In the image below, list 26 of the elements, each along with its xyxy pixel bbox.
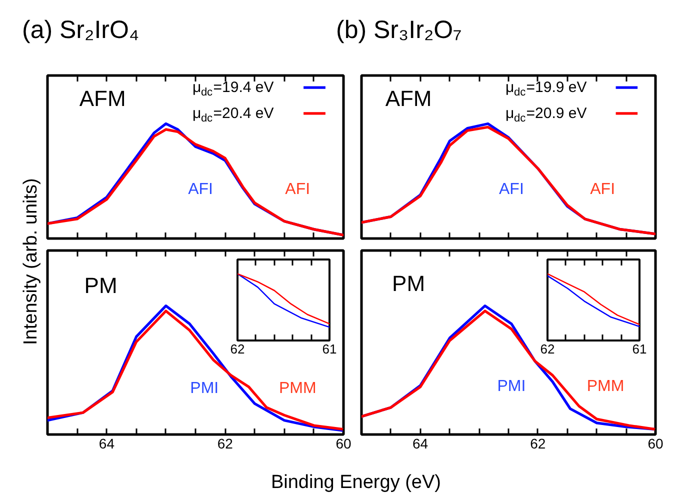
- x-tick-label: 64: [98, 436, 115, 452]
- annotation: AFI: [285, 181, 310, 198]
- x-tick-label: 60: [648, 436, 664, 452]
- x-tick-label: 62: [230, 342, 245, 356]
- chart-title: (a) Sr₂IrO₄: [22, 15, 140, 46]
- x-axis-title: Binding Energy (eV): [270, 471, 442, 495]
- annotation: PMM: [278, 380, 316, 397]
- annotation: PMM: [586, 378, 624, 396]
- annotation: AFI: [498, 181, 524, 198]
- x-tick-label: 60: [336, 436, 352, 452]
- x-tick-label: 62: [530, 436, 546, 452]
- text: AFM: [79, 86, 126, 111]
- x-tick-label: 62: [540, 342, 555, 356]
- annotation: PMI: [497, 378, 526, 396]
- x-tick-label: 62: [217, 436, 234, 452]
- x-tick-label: 61: [322, 342, 337, 356]
- text: PM: [84, 272, 118, 298]
- text: AFM: [385, 86, 432, 111]
- annotation: AFI: [590, 181, 616, 198]
- annotation: PMI: [190, 380, 219, 397]
- y-axis-title: Intensity (arb. units): [19, 178, 42, 345]
- x-tick-label: 61: [632, 342, 647, 356]
- annotation: AFI: [188, 181, 213, 198]
- chart-title: (b) Sr₃Ir₂O₇: [336, 15, 462, 46]
- x-tick-label: 64: [412, 436, 428, 452]
- text: PM: [392, 271, 426, 296]
